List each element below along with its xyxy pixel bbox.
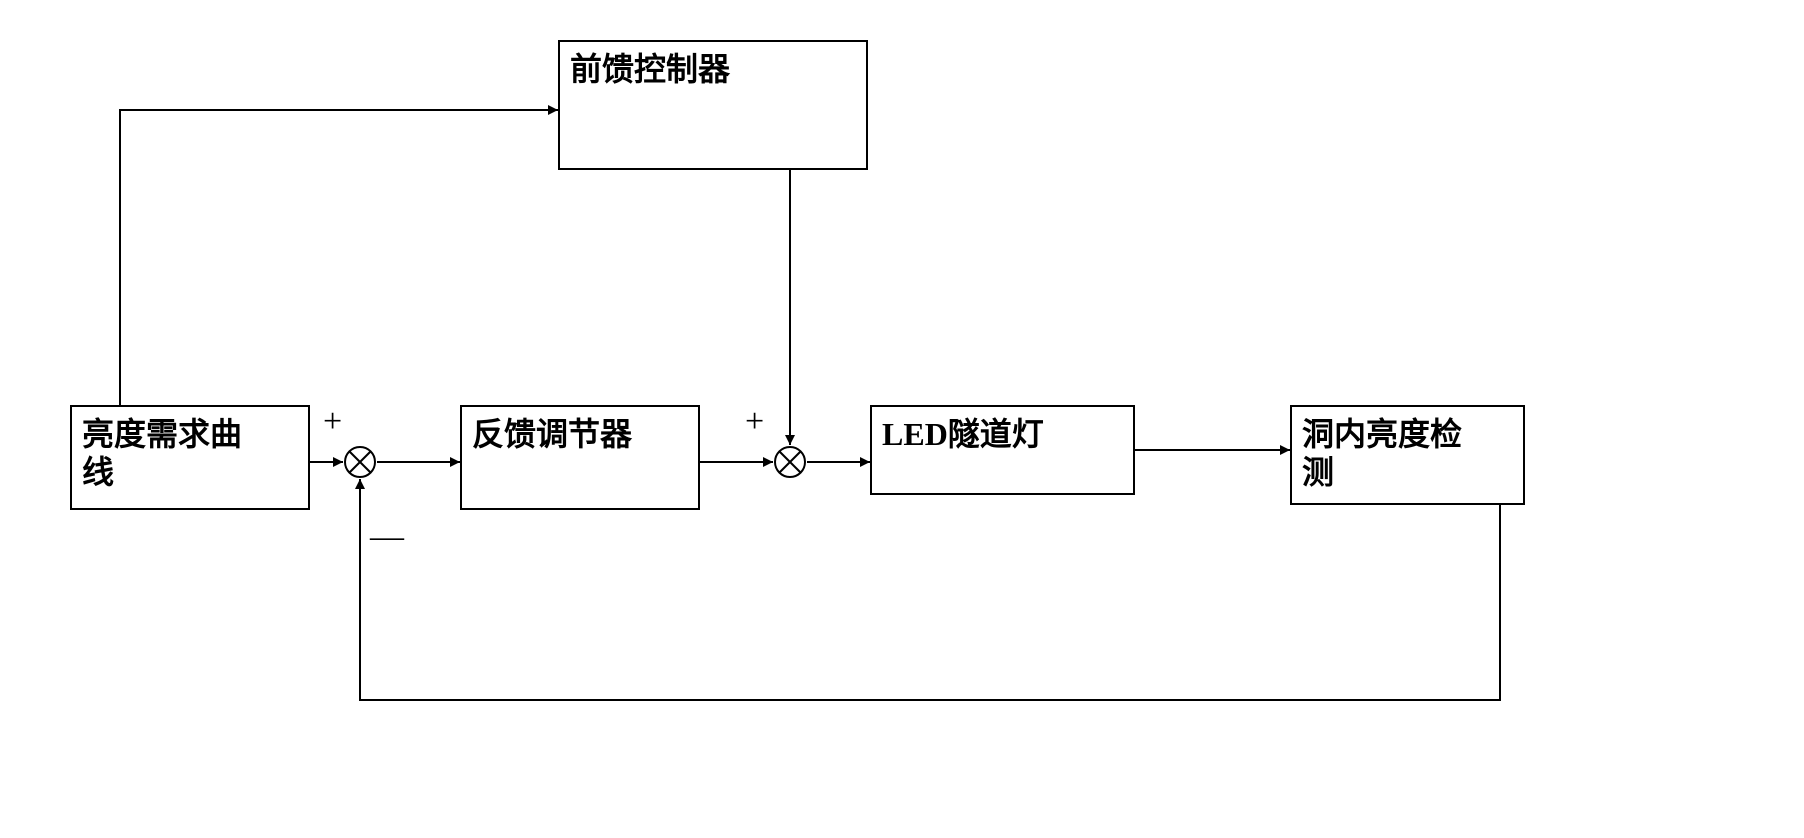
minus-sign-sum1: —	[370, 520, 404, 554]
node-demand-curve-label: 亮度需求曲 线	[82, 415, 242, 492]
node-brightness-detection-label: 洞内亮度检 测	[1302, 415, 1462, 492]
node-led-tunnel-label: LED隧道灯	[882, 415, 1044, 453]
node-feedback-regulator-label: 反馈调节器	[472, 415, 632, 453]
edge-detection-to-sum1	[360, 479, 1500, 700]
node-demand-curve: 亮度需求曲 线	[70, 405, 310, 510]
node-led-tunnel: LED隧道灯	[870, 405, 1135, 495]
summing-junction-2	[773, 445, 807, 479]
node-feedback-regulator: 反馈调节器	[460, 405, 700, 510]
edge-demand-to-feedforward	[120, 110, 558, 405]
node-feedforward-label: 前馈控制器	[570, 50, 730, 88]
summing-junction-1	[343, 445, 377, 479]
plus-sign-sum2: +	[745, 405, 764, 439]
node-feedforward: 前馈控制器	[558, 40, 868, 170]
node-brightness-detection: 洞内亮度检 测	[1290, 405, 1525, 505]
plus-sign-sum1: +	[323, 405, 342, 439]
